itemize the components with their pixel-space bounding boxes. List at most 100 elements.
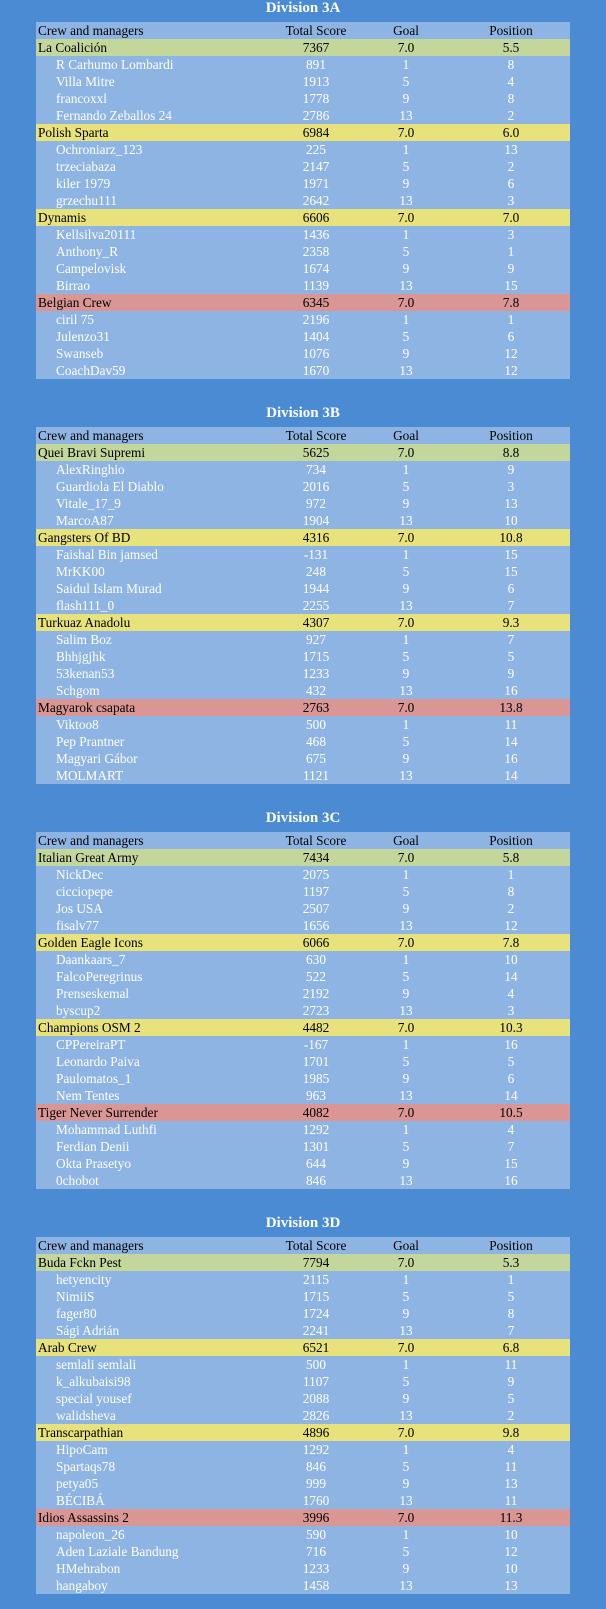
manager-score: 1107 <box>302 1374 330 1389</box>
manager-name: Aden Laziale Bandung <box>56 1544 179 1559</box>
manager-name: Kellsilva20111 <box>56 227 137 242</box>
team-goal: 7.0 <box>397 445 415 460</box>
team-row: Dynamis 6606 7.0 7.0 <box>36 209 570 226</box>
manager-goal: 13 <box>399 1088 413 1103</box>
manager-row: Daankaars_7 630 1 10 <box>36 951 570 968</box>
manager-score: 2016 <box>302 479 330 494</box>
manager-goal: 9 <box>402 986 410 1001</box>
manager-row: francoxxl 1778 9 8 <box>36 90 570 107</box>
manager-position: 16 <box>504 1173 518 1188</box>
manager-name: Okta Prasetyo <box>56 1156 131 1171</box>
team-row: Italian Great Army 7434 7.0 5.8 <box>36 849 570 866</box>
manager-name: napoleon_26 <box>56 1527 125 1542</box>
manager-goal: 13 <box>399 1493 413 1508</box>
manager-goal: 1 <box>402 227 410 242</box>
manager-row: MarcoA87 1904 13 10 <box>36 512 570 529</box>
manager-score: 1301 <box>302 1139 330 1154</box>
manager-name: FalcoPeregrinus <box>56 969 143 984</box>
team-name: Transcarpathian <box>38 1425 124 1440</box>
standings-table: Crew and managers Total Score Goal Position… <box>36 427 570 784</box>
manager-row: Pep Prantner 468 5 14 <box>36 733 570 750</box>
manager-position: 6 <box>507 329 515 344</box>
manager-position: 2 <box>507 108 515 123</box>
manager-position: 5 <box>507 649 515 664</box>
manager-score: 1971 <box>302 176 330 191</box>
manager-position: 9 <box>507 462 515 477</box>
team-position: 10.3 <box>499 1020 523 1035</box>
manager-name: kiler 1979 <box>56 176 111 191</box>
manager-name: Fernando Zeballos 24 <box>56 108 172 123</box>
manager-position: 6 <box>507 581 515 596</box>
team-goal: 7.0 <box>397 125 415 140</box>
manager-score: 500 <box>306 717 326 732</box>
manager-name: Salim Boz <box>56 632 112 647</box>
team-position: 8.8 <box>502 445 520 460</box>
manager-score: 1670 <box>302 363 330 378</box>
manager-goal: 5 <box>402 649 410 664</box>
manager-name: Julenzo31 <box>56 329 110 344</box>
manager-position: 12 <box>504 346 518 361</box>
manager-score: 1404 <box>302 329 330 344</box>
header-goal: Goal <box>393 428 419 443</box>
manager-row: Schgom 432 13 16 <box>36 682 570 699</box>
manager-row: napoleon_26 590 1 10 <box>36 1526 570 1543</box>
manager-name: R Carhumo Lombardi <box>56 57 174 72</box>
manager-score: 2088 <box>302 1391 330 1406</box>
manager-row: MrKK00 248 5 15 <box>36 563 570 580</box>
manager-row: fager80 1724 9 8 <box>36 1305 570 1322</box>
team-goal: 7.0 <box>397 935 415 950</box>
team-position: 9.8 <box>502 1425 520 1440</box>
manager-score: -167 <box>303 1037 329 1052</box>
table-header-row: Crew and managers Total Score Goal Position <box>36 1237 570 1254</box>
manager-name: Ochroniarz_123 <box>56 142 143 157</box>
manager-position: 15 <box>504 1156 518 1171</box>
manager-goal: 1 <box>402 1442 410 1457</box>
manager-row: kiler 1979 1971 9 6 <box>36 175 570 192</box>
manager-row: Faishal Bin jamsed -131 1 15 <box>36 546 570 563</box>
standings-table: Crew and managers Total Score Goal Position… <box>36 22 570 379</box>
manager-goal: 5 <box>402 1139 410 1154</box>
team-total-score: 7367 <box>302 40 330 55</box>
manager-name: fager80 <box>56 1306 97 1321</box>
manager-name: Sági Adrián <box>56 1323 120 1338</box>
manager-score: 225 <box>306 142 326 157</box>
manager-score: 1121 <box>302 768 330 783</box>
manager-score: 1458 <box>302 1578 330 1593</box>
manager-row: Fernando Zeballos 24 2786 13 2 <box>36 107 570 124</box>
team-position: 10.5 <box>499 1105 523 1120</box>
header-position: Position <box>489 1238 533 1253</box>
manager-row: fisalv77 1656 13 12 <box>36 917 570 934</box>
team-row: La Coalición 7367 7.0 5.5 <box>36 39 570 56</box>
manager-row: Jos USA 2507 9 2 <box>36 900 570 917</box>
manager-name: Jos USA <box>56 901 103 916</box>
team-goal: 7.0 <box>397 1020 415 1035</box>
division-title: Division 3B <box>266 405 340 421</box>
manager-score: 1904 <box>302 513 330 528</box>
manager-row: Campelovisk 1674 9 9 <box>36 260 570 277</box>
manager-position: 16 <box>504 683 518 698</box>
manager-position: 12 <box>504 1544 518 1559</box>
manager-goal: 1 <box>402 312 410 327</box>
manager-goal: 13 <box>399 1408 413 1423</box>
team-goal: 7.0 <box>397 210 415 225</box>
manager-score: 1715 <box>302 1289 330 1304</box>
team-total-score: 5625 <box>302 445 330 460</box>
manager-name: hangaboy <box>56 1578 108 1593</box>
manager-position: 10 <box>504 513 518 528</box>
manager-goal: 13 <box>399 683 413 698</box>
manager-row: walidsheva 2826 13 2 <box>36 1407 570 1424</box>
manager-name: Prenseskemal <box>56 986 130 1001</box>
manager-row: Sági Adrián 2241 13 7 <box>36 1322 570 1339</box>
manager-score: 963 <box>306 1088 326 1103</box>
manager-score: 1913 <box>302 74 330 89</box>
manager-position: 8 <box>507 57 515 72</box>
manager-score: 927 <box>306 632 326 647</box>
manager-goal: 5 <box>402 1374 410 1389</box>
manager-score: 1778 <box>302 91 330 106</box>
header-goal: Goal <box>393 23 419 38</box>
manager-name: Magyari Gábor <box>56 751 138 766</box>
manager-row: Leonardo Paiva 1701 5 5 <box>36 1053 570 1070</box>
manager-name: HMehrabon <box>56 1561 121 1576</box>
manager-position: 8 <box>507 1306 515 1321</box>
manager-name: NickDec <box>56 867 104 882</box>
